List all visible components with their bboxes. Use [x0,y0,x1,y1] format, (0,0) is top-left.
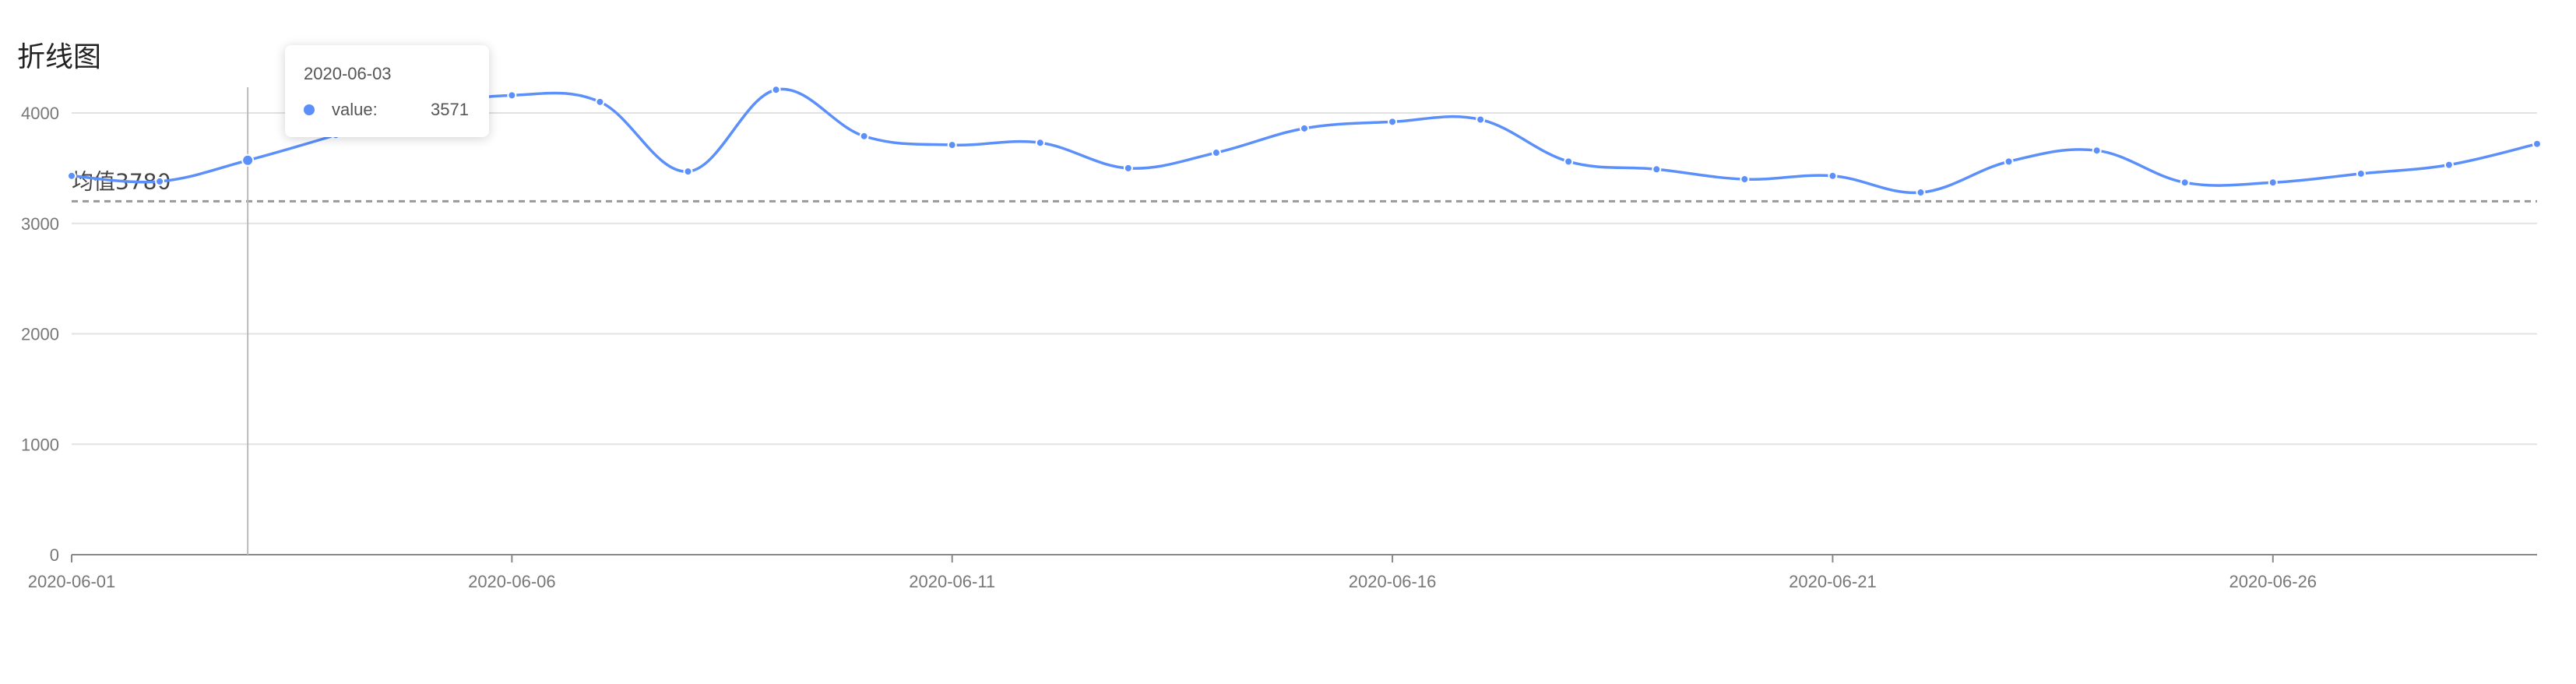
x-tick-label: 2020-06-06 [468,572,556,591]
y-tick-label: 4000 [21,104,59,123]
tooltip-value: 3571 [431,100,469,119]
data-point[interactable] [67,171,76,181]
data-point[interactable] [2444,160,2454,170]
data-point[interactable] [1476,115,1486,125]
data-point[interactable] [1652,164,1662,175]
data-point[interactable] [683,167,693,177]
data-point[interactable] [1123,163,1133,173]
grid-lines [72,112,2537,446]
x-tick-label: 2020-06-01 [28,572,116,591]
x-axis: 2020-06-01 2020-06-06 2020-06-11 2020-06-16… [28,554,2537,591]
tooltip-series-name: value: [332,100,378,119]
data-point[interactable] [947,140,957,150]
data-point[interactable] [859,131,869,141]
y-tick-label: 2000 [21,325,59,344]
x-tick-label: 2020-06-16 [1349,572,1437,591]
data-point[interactable] [2004,157,2014,167]
data-point[interactable] [1828,171,1838,181]
data-point[interactable] [1211,148,1221,158]
data-point[interactable] [771,85,781,95]
y-tick-label: 3000 [21,214,59,234]
data-point[interactable] [2532,139,2542,149]
y-axis: 0 1000 2000 3000 4000 [21,104,59,565]
chart-title: 折线图 [17,41,102,73]
series-points [67,85,2542,198]
y-tick-label: 0 [50,545,59,565]
data-point[interactable] [507,90,517,100]
series-line-value [71,87,2538,195]
data-point[interactable] [1388,117,1398,127]
tooltip-series-dot [304,104,315,115]
data-point[interactable] [1300,123,1309,133]
data-point[interactable] [1916,188,1926,198]
mean-line-annotation: 均值3780 [72,168,2537,203]
data-point[interactable] [241,153,255,167]
data-point[interactable] [1740,175,1750,185]
data-point[interactable] [2180,178,2190,188]
x-tick-label: 2020-06-21 [1789,572,1877,591]
tooltip: 2020-06-03 value: 3571 [285,45,489,137]
data-point[interactable] [595,97,605,107]
y-tick-label: 1000 [21,435,59,454]
data-point[interactable] [2092,146,2102,156]
x-tick-label: 2020-06-11 [909,572,995,591]
data-point[interactable] [1035,138,1045,148]
x-tick-label: 2020-06-26 [2229,572,2317,591]
data-point[interactable] [155,176,165,186]
data-point[interactable] [1564,157,1574,167]
data-point[interactable] [2268,178,2278,188]
data-point[interactable] [2356,168,2366,178]
tooltip-date: 2020-06-03 [304,64,392,83]
